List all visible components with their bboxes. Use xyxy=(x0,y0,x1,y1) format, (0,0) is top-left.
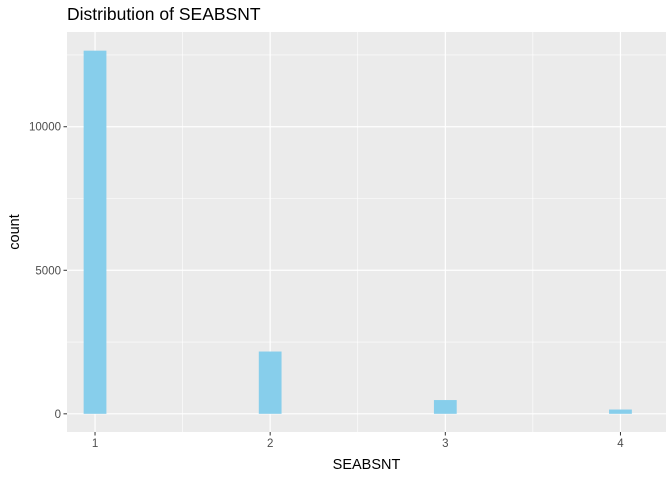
x-axis-title: SEABSNT xyxy=(333,457,401,473)
plot-panel xyxy=(67,32,666,432)
y-tick-label: 0 xyxy=(55,409,61,421)
chart-title: Distribution of SEABSNT xyxy=(67,4,261,24)
y-axis-title: count xyxy=(7,214,23,249)
x-tick-label: 2 xyxy=(267,438,273,450)
histogram-bar xyxy=(83,50,107,414)
grid-layer xyxy=(67,32,666,432)
y-tick-label: 5000 xyxy=(35,265,61,277)
histogram-bar xyxy=(609,409,632,414)
x-tick-label: 4 xyxy=(617,438,624,450)
x-tick-label: 3 xyxy=(442,438,448,450)
y-tick-label: 10000 xyxy=(29,122,61,134)
bar-layer xyxy=(83,50,632,414)
x-tick-label: 1 xyxy=(92,438,98,450)
histogram-bar xyxy=(258,351,282,414)
histogram-bar xyxy=(433,400,457,414)
axis-layer: 1 2 3 4 0 5000 10000 xyxy=(29,122,624,450)
